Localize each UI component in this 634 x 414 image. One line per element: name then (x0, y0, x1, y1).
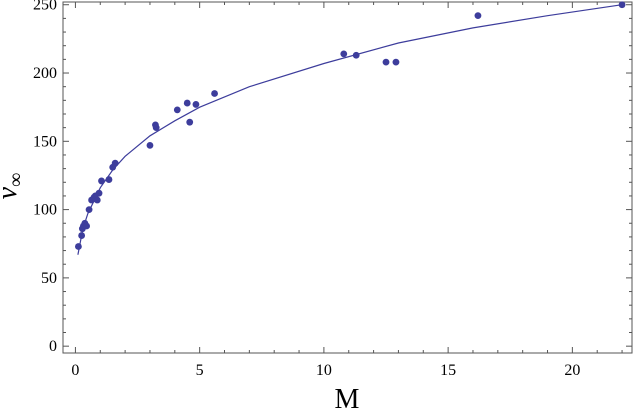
data-point (95, 189, 103, 197)
data-point (111, 159, 119, 167)
data-point (173, 106, 181, 114)
x-tick-label: 20 (564, 362, 580, 379)
svg-text:v∞: v∞ (0, 173, 27, 200)
data-point (618, 1, 626, 9)
x-axis-title: M (335, 384, 360, 414)
fit-curve (77, 4, 623, 255)
data-point (352, 51, 360, 59)
y-tick-label: 0 (49, 338, 57, 355)
data-point (98, 177, 105, 185)
data-point (186, 118, 194, 126)
y-axis-title-subscript: ∞ (5, 173, 27, 187)
data-point (85, 206, 93, 213)
y-tick-label: 100 (33, 202, 57, 219)
data-point (105, 176, 113, 183)
data-point (93, 196, 101, 204)
data-point (382, 58, 390, 66)
x-tick-label: 0 (71, 362, 79, 379)
plot-frame (62, 1, 633, 354)
x-tick-label: 5 (196, 362, 204, 379)
data-point (192, 101, 200, 108)
data-point (152, 124, 160, 132)
data-point (78, 232, 86, 239)
data-point (146, 142, 154, 149)
data-point (392, 58, 400, 66)
y-tick-label: 150 (33, 133, 57, 150)
data-point (83, 222, 91, 230)
y-tick-label: 50 (41, 270, 57, 287)
y-axis-title: v∞ (0, 173, 27, 200)
data-point (474, 12, 482, 20)
y-axis-title-main: v (0, 186, 23, 199)
x-tick-label: 15 (440, 362, 456, 379)
data-point (75, 243, 82, 250)
tick-group (63, 2, 632, 353)
data-point-group (75, 1, 626, 250)
data-point (183, 99, 191, 107)
y-tick-label: 250 (33, 0, 57, 14)
data-point (211, 90, 218, 97)
data-point (340, 50, 348, 58)
y-tick-label: 200 (33, 65, 57, 82)
x-tick-label: 10 (316, 362, 332, 379)
